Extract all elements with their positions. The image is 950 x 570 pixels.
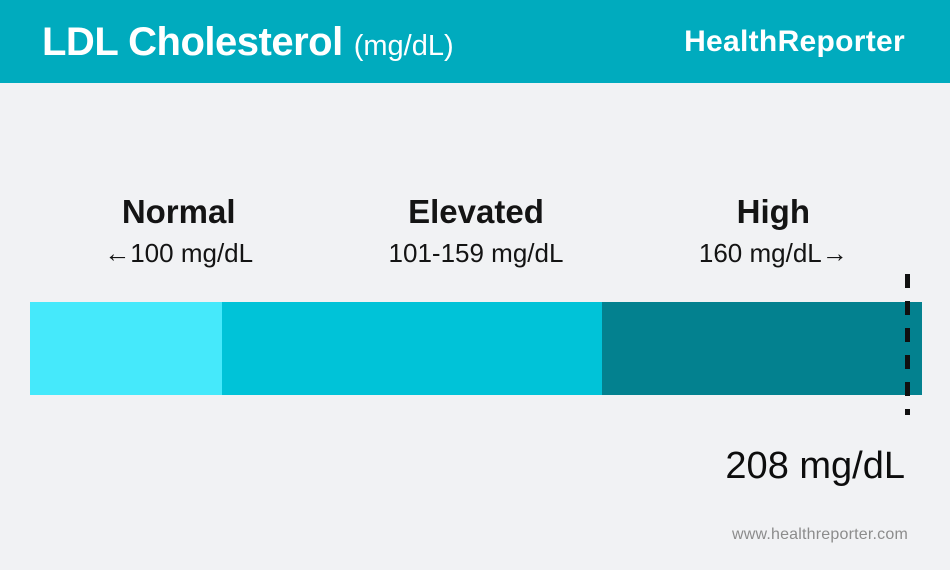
bar-segment-normal — [30, 302, 222, 395]
header-bar: LDL Cholesterol (mg/dL) HealthReporter — [0, 0, 950, 83]
page-title: LDL Cholesterol — [42, 19, 343, 64]
range-label-normal: Normal ←100 mg/dL — [30, 192, 327, 268]
title-group: LDL Cholesterol (mg/dL) — [42, 22, 454, 62]
range-title: High — [736, 193, 810, 230]
range-values: 160 mg/dL→ — [698, 237, 848, 268]
range-title: Elevated — [408, 193, 544, 230]
range-values: 101-159 mg/dL — [388, 237, 564, 268]
website-url: www.healthreporter.com — [731, 526, 908, 543]
range-title: Normal — [121, 193, 236, 230]
range-label-high: High 160 mg/dL→ — [625, 192, 922, 268]
range-label-elevated: Elevated 101-159 mg/dL — [327, 192, 624, 268]
bar-segment-high — [601, 302, 922, 395]
cholesterol-scale-bar — [30, 302, 922, 395]
measured-value-label: 208 mg/dL — [725, 445, 905, 487]
range-labels-row: Normal ←100 mg/dL Elevated 101-159 mg/dL… — [30, 192, 922, 268]
range-values: ←100 mg/dL — [104, 237, 254, 268]
bar-segment-elevated — [221, 302, 602, 395]
brand-logo: HealthReporter — [684, 24, 905, 58]
title-unit: (mg/dL) — [353, 29, 454, 62]
value-marker-dashed-line — [905, 274, 910, 415]
